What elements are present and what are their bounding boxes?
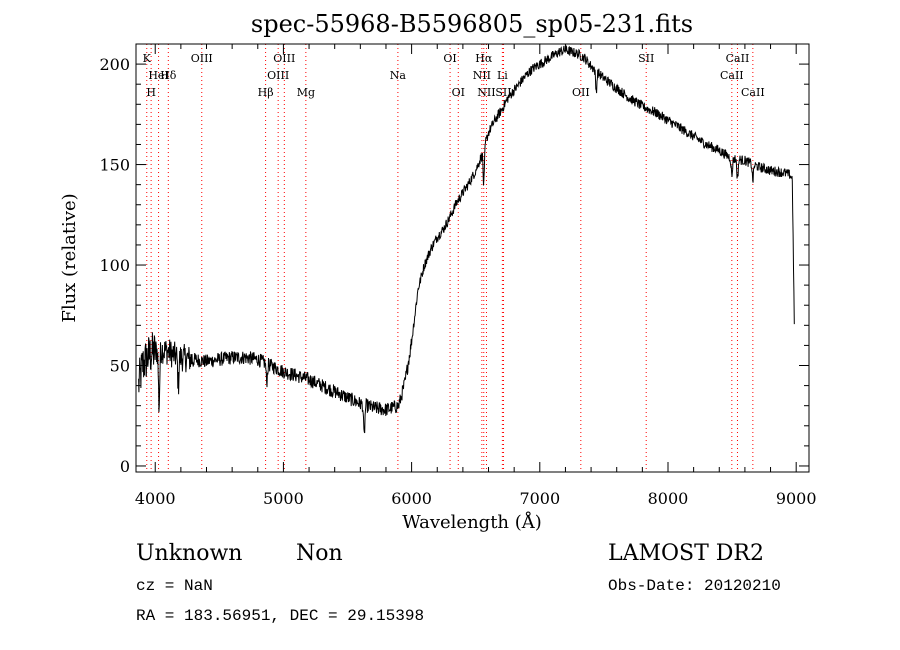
line-markers: [146, 44, 754, 472]
y-tick-label-4: 200: [99, 55, 130, 74]
line-marker-label-14: NII: [477, 86, 495, 99]
line-marker-label-2: HeI: [148, 69, 168, 82]
y-tick-label-0: 0: [120, 457, 130, 476]
line-marker-label-6: OIII: [267, 69, 289, 82]
spectrum-line: [138, 45, 795, 434]
chart-title: spec-55968-B5596805_sp05-231.fits: [251, 10, 693, 38]
y-tick-label-2: 100: [99, 256, 130, 275]
line-marker-label-13: Hα: [475, 52, 493, 65]
x-tick-label-4: 8000: [648, 489, 689, 508]
line-marker-label-4: OIII: [191, 52, 213, 65]
line-marker-label-17: OII: [572, 86, 590, 99]
plot-frame: [135, 43, 810, 473]
line-marker-label-7: OIII: [273, 52, 295, 65]
axis-ticks: 4000 5000 6000 7000 8000 9000 0 50 100 150 200: [99, 44, 817, 508]
x-tick-label-2: 6000: [391, 489, 432, 508]
line-marker-label-16: SII: [495, 86, 511, 99]
y-axis-label: Flux (relative): [59, 193, 80, 322]
subclass-label: Non: [296, 541, 343, 566]
line-marker-label-0: K: [143, 52, 152, 65]
coords-label: RA = 183.56951, DEC = 29.15398: [136, 607, 424, 625]
line-marker-label-18: SII: [638, 52, 654, 65]
survey-label: LAMOST DR2: [608, 541, 764, 566]
line-marker-label-8: Mg: [297, 86, 315, 99]
line-marker-label-15: Li: [497, 69, 508, 82]
x-axis-label: Wavelength (Å): [402, 511, 542, 533]
line-marker-label-3: Hδ: [160, 69, 177, 82]
line-marker-label-20: CaII: [726, 52, 750, 65]
line-marker-label-1: H: [146, 86, 156, 99]
y-tick-label-1: 50: [110, 357, 130, 376]
cz-label: cz = NaN: [136, 577, 213, 595]
line-marker-label-19: CaII: [720, 69, 744, 82]
class-label: Unknown: [136, 541, 242, 566]
line-marker-label-5: Hβ: [258, 86, 274, 99]
line-marker-label-9: Na: [390, 69, 407, 82]
x-tick-label-5: 9000: [776, 489, 817, 508]
spectrum-series: [138, 45, 795, 434]
x-tick-label-3: 7000: [519, 489, 560, 508]
line-marker-label-21: CaII: [741, 86, 765, 99]
line-marker-label-10: OI: [443, 52, 456, 65]
x-tick-label-0: 4000: [135, 489, 176, 508]
line-marker-label-12: NII: [473, 69, 491, 82]
x-tick-label-1: 5000: [263, 489, 304, 508]
y-tick-label-3: 150: [99, 156, 130, 175]
line-marker-labels: KHHeIHδOIIIHβOIIIOIIIMgNaOIOINIIHαNIILiS…: [143, 52, 765, 99]
obs-date-label: Obs-Date: 20120210: [608, 577, 781, 595]
line-marker-label-11: OI: [452, 86, 465, 99]
